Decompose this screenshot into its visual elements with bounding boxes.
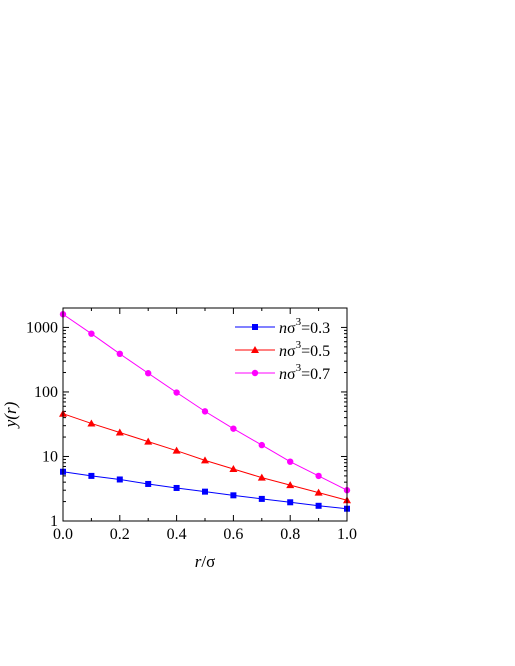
data-point xyxy=(145,481,151,487)
legend-entry-0: nσ3=0.3 xyxy=(235,316,330,337)
y-tick-label: 100 xyxy=(34,384,58,401)
data-point xyxy=(287,458,293,464)
data-point xyxy=(117,351,123,357)
data-point xyxy=(173,389,179,395)
y-tick-label: 1000 xyxy=(26,319,58,336)
data-point xyxy=(287,499,293,505)
x-tick-label: 0.2 xyxy=(110,526,130,543)
legend-entry-1: nσ3=0.5 xyxy=(235,339,330,360)
y-tick-label: 10 xyxy=(42,448,58,465)
legend-entry-2: nσ3=0.7 xyxy=(235,362,330,383)
legend-label: nσ3=0.5 xyxy=(279,339,330,360)
data-point xyxy=(315,473,321,479)
data-point xyxy=(230,425,236,431)
legend-marker xyxy=(252,324,258,330)
data-point xyxy=(88,330,94,336)
series-0 xyxy=(60,469,350,512)
data-point xyxy=(88,473,94,479)
data-point xyxy=(202,489,208,495)
data-point xyxy=(145,370,151,376)
legend-marker xyxy=(252,370,258,376)
data-point xyxy=(230,492,236,498)
x-tick-label: 1.0 xyxy=(337,526,357,543)
data-point xyxy=(202,408,208,414)
series-line xyxy=(63,314,347,490)
series-layer xyxy=(59,311,351,512)
data-point xyxy=(259,496,265,502)
x-tick-label: 0.8 xyxy=(280,526,300,543)
y-tick-label: 1 xyxy=(50,513,58,530)
legend-label: nσ3=0.3 xyxy=(279,316,330,337)
legend-label: nσ3=0.7 xyxy=(279,362,330,383)
series-2 xyxy=(60,311,350,493)
y-axis-label: y(r) xyxy=(1,401,20,429)
x-tick-label: 0.6 xyxy=(223,526,243,543)
x-axis-label: r/σ xyxy=(195,552,216,571)
data-point xyxy=(174,485,180,491)
data-point xyxy=(316,503,322,509)
data-point xyxy=(117,476,123,482)
data-point xyxy=(259,442,265,448)
x-tick-label: 0.4 xyxy=(167,526,187,543)
